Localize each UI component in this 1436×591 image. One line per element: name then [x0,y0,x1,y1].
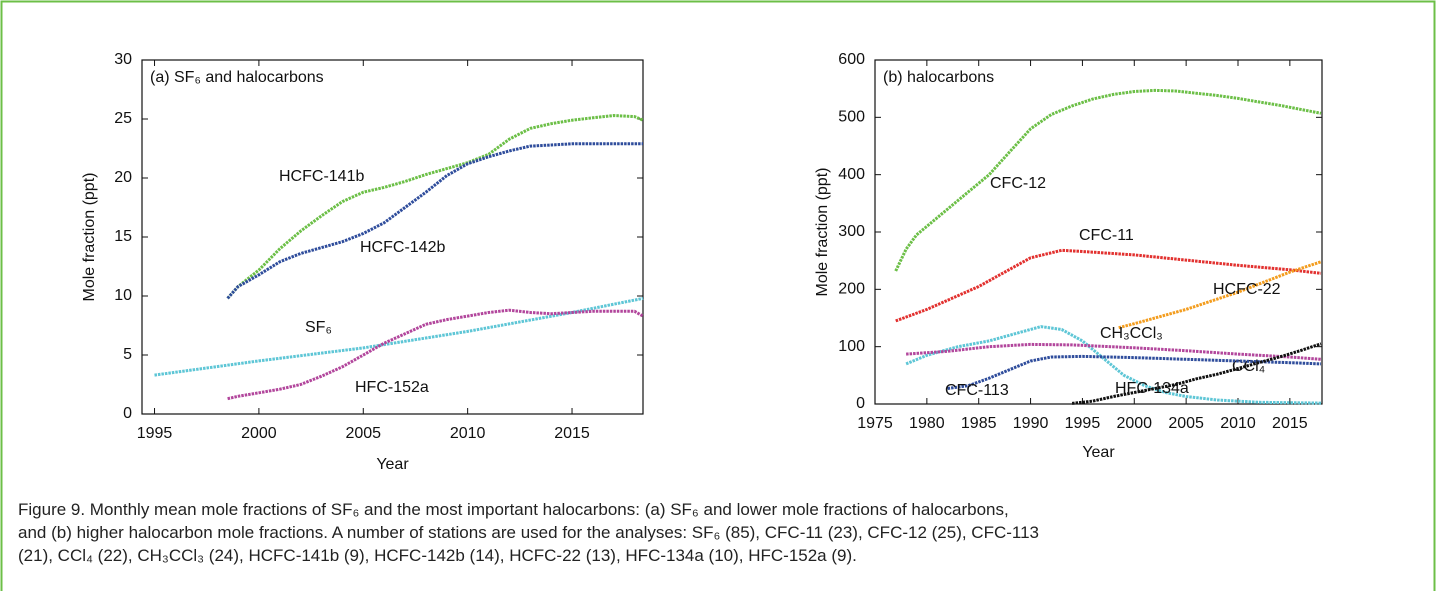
plot-frame [874,59,1323,405]
series-label: CFC-11 [1079,227,1134,244]
x-tick-label: 1995 [137,425,173,442]
series-line [1118,260,1322,330]
y-axis-label: Mole fraction (ppt) [81,173,98,302]
x-tick-label: 2015 [1272,415,1308,432]
series-line [1071,342,1322,405]
plot-frame [141,59,644,415]
x-tick-label: 2015 [554,425,590,442]
y-tick-label: 500 [838,109,865,126]
series-line [154,296,644,377]
y-tick-label: 15 [114,228,132,245]
x-axis-label: Year [1082,444,1115,461]
y-tick-label: 5 [123,346,132,363]
series-label: CFC-12 [990,175,1046,192]
x-tick-label: 1995 [1065,415,1101,432]
y-tick-label: 30 [114,51,132,68]
y-tick-label: 20 [114,169,132,186]
series-line [905,325,1322,405]
y-tick-label: 25 [114,110,132,127]
y-tick-label: 100 [838,338,865,355]
caption-line: (21), CCl₄ (22), CH₃CCl₃ (24), HCFC-141b… [18,546,857,565]
y-tick-label: 0 [856,395,865,412]
series-line [226,142,643,300]
series-line [905,342,1322,361]
caption-line: Figure 9. Monthly mean mole fractions of… [18,500,1009,519]
series-label: HFC-134a [1115,380,1189,397]
series-line [894,88,1322,272]
y-tick-label: 600 [838,51,865,68]
x-tick-label: 1985 [961,415,997,432]
series-line [947,354,1322,390]
y-axis-label: Mole fraction (ppt) [814,168,831,297]
y-tick-label: 200 [838,281,865,298]
series-label: HCFC-142b [360,239,445,256]
x-tick-label: 1975 [857,415,893,432]
x-tick-label: 2010 [1220,415,1256,432]
series-line [227,308,644,401]
series-label: HFC-152a [355,379,429,396]
y-tick-label: 0 [123,405,132,422]
series-label: HCFC-22 [1213,281,1281,298]
panel-title: (a) SF₆ and halocarbons [150,69,324,86]
caption-line: and (b) higher halocarbon mole fractions… [18,523,1039,542]
series-line [895,248,1322,323]
y-tick-label: 300 [838,223,865,240]
y-tick-label: 400 [838,166,865,183]
x-tick-label: 1980 [909,415,945,432]
series-label: CH₃CCl₃ [1100,325,1163,342]
x-tick-label: 2010 [450,425,486,442]
x-tick-label: 2000 [1116,415,1152,432]
panel-title: (b) halocarbons [883,69,994,86]
x-axis-label: Year [376,456,409,473]
y-tick-label: 10 [114,287,132,304]
x-tick-label: 2000 [241,425,277,442]
x-tick-label: 2005 [1168,415,1204,432]
series-label: HCFC-141b [279,168,364,185]
series-label: SF₆ [305,319,332,336]
x-tick-label: 2005 [345,425,381,442]
series-label: CFC-113 [945,382,1009,399]
x-tick-label: 1990 [1013,415,1049,432]
series-line [226,114,644,300]
